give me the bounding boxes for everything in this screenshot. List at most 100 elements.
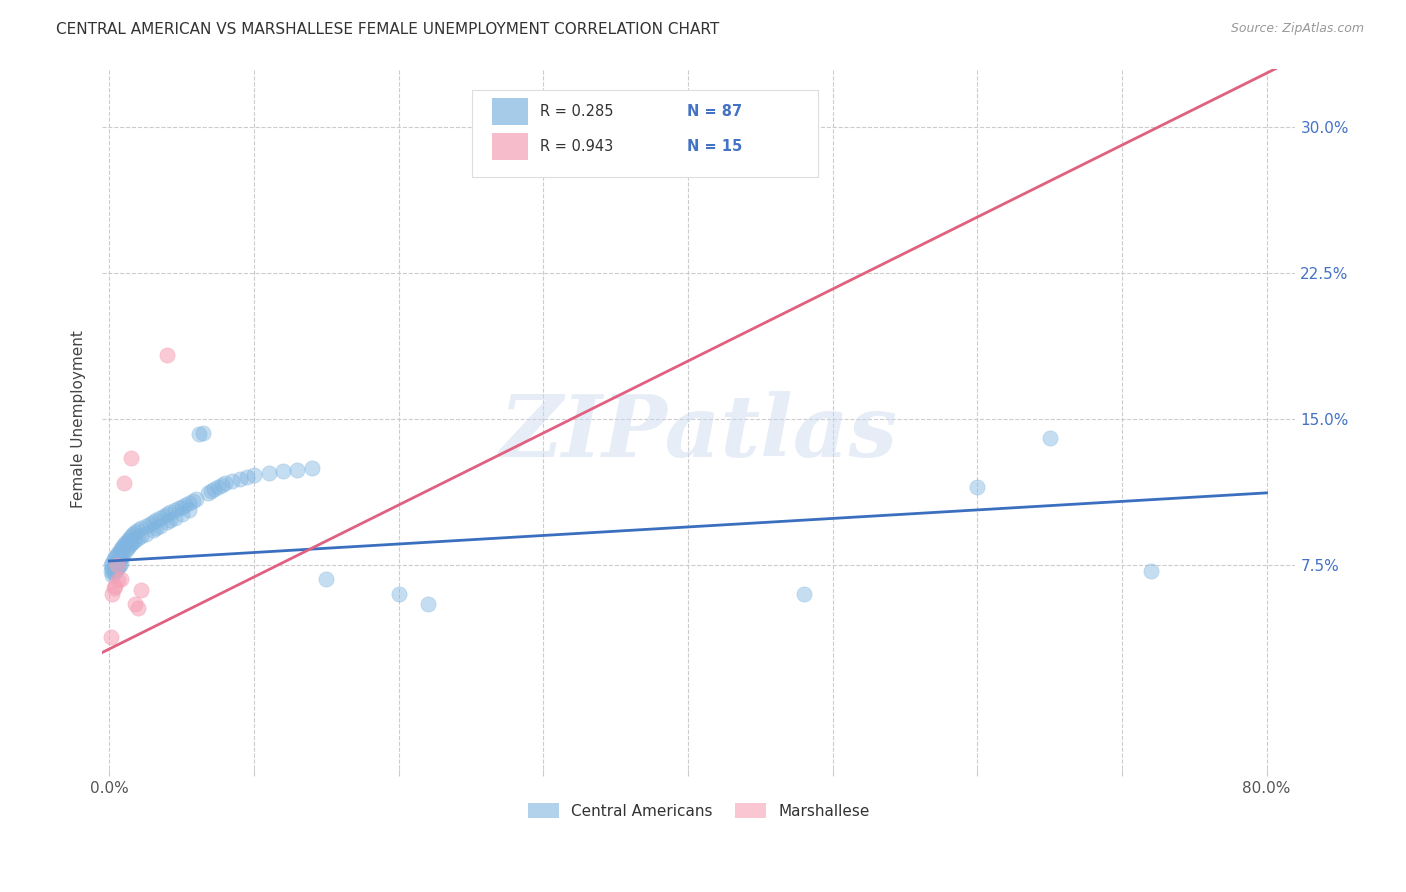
Point xyxy=(135,526,157,541)
Point xyxy=(100,564,122,578)
Point xyxy=(177,503,200,517)
Point xyxy=(301,460,323,475)
Point xyxy=(110,550,132,565)
Point xyxy=(107,574,129,588)
Point xyxy=(118,538,141,552)
Point xyxy=(156,348,179,362)
Point xyxy=(153,509,176,524)
Point xyxy=(104,579,127,593)
Point xyxy=(186,491,208,506)
Point xyxy=(120,529,142,543)
Point xyxy=(112,476,135,491)
Point xyxy=(156,508,179,522)
Point xyxy=(145,521,167,535)
Point xyxy=(149,511,172,525)
Point xyxy=(117,533,139,547)
Point xyxy=(139,516,162,531)
Point xyxy=(101,556,124,570)
Y-axis label: Female Unemployment: Female Unemployment xyxy=(72,330,86,508)
Point xyxy=(170,500,193,514)
Point xyxy=(221,474,243,488)
Point xyxy=(149,519,172,533)
Point xyxy=(193,425,215,440)
Point xyxy=(100,630,122,644)
Point xyxy=(214,476,236,491)
Point xyxy=(115,542,138,557)
Point xyxy=(142,515,165,529)
Point xyxy=(120,450,142,465)
Point xyxy=(121,526,143,541)
Point xyxy=(200,483,222,498)
Point xyxy=(108,558,131,572)
Point xyxy=(108,544,131,558)
Point xyxy=(124,524,146,539)
Point xyxy=(127,531,149,545)
Point xyxy=(156,515,179,529)
Point xyxy=(315,572,337,586)
Point xyxy=(101,567,124,582)
Point xyxy=(207,480,229,494)
Point xyxy=(107,546,129,560)
Point xyxy=(163,511,186,525)
Point xyxy=(793,587,815,601)
Point xyxy=(110,572,132,586)
Point xyxy=(103,552,125,566)
Point xyxy=(202,482,225,496)
Point xyxy=(105,558,128,572)
Point xyxy=(104,558,127,572)
Point xyxy=(129,529,152,543)
Point xyxy=(236,470,259,484)
Point xyxy=(127,600,149,615)
Point xyxy=(112,538,135,552)
Point xyxy=(104,564,127,578)
Point xyxy=(966,480,988,494)
Point xyxy=(170,508,193,522)
Point xyxy=(129,583,152,598)
Text: N = 15: N = 15 xyxy=(688,139,742,153)
Bar xyxy=(492,133,529,160)
Point xyxy=(197,486,219,500)
Point xyxy=(388,587,411,601)
Point xyxy=(183,493,205,508)
Point xyxy=(107,559,129,574)
Point xyxy=(104,550,127,565)
Point xyxy=(163,503,186,517)
Point xyxy=(142,523,165,537)
Point xyxy=(117,541,139,555)
Point xyxy=(120,536,142,550)
Point xyxy=(101,587,124,601)
Point xyxy=(257,467,280,481)
Point xyxy=(188,427,211,442)
Point xyxy=(159,505,181,519)
Text: CENTRAL AMERICAN VS MARSHALLESE FEMALE UNEMPLOYMENT CORRELATION CHART: CENTRAL AMERICAN VS MARSHALLESE FEMALE U… xyxy=(56,22,720,37)
Point xyxy=(107,554,129,568)
Point xyxy=(115,534,138,549)
Point xyxy=(416,597,439,611)
Point xyxy=(103,581,125,595)
Point xyxy=(103,566,125,580)
Point xyxy=(105,562,128,576)
Point xyxy=(129,521,152,535)
Text: R = 0.943: R = 0.943 xyxy=(540,139,613,153)
Point xyxy=(124,533,146,547)
Point xyxy=(121,534,143,549)
Point xyxy=(124,597,146,611)
Point xyxy=(173,498,195,512)
Point xyxy=(118,531,141,545)
Bar xyxy=(492,98,529,125)
Point xyxy=(103,559,125,574)
Point xyxy=(211,478,233,492)
Point xyxy=(271,465,294,479)
FancyBboxPatch shape xyxy=(472,89,818,178)
Point xyxy=(159,513,181,527)
Point xyxy=(1140,564,1163,578)
Point xyxy=(114,536,136,550)
Point xyxy=(111,541,134,555)
Point xyxy=(605,129,627,144)
Point xyxy=(110,556,132,570)
Point xyxy=(127,523,149,537)
Text: Source: ZipAtlas.com: Source: ZipAtlas.com xyxy=(1230,22,1364,36)
Point xyxy=(145,513,167,527)
Text: N = 87: N = 87 xyxy=(688,103,742,119)
Point xyxy=(1038,431,1060,445)
